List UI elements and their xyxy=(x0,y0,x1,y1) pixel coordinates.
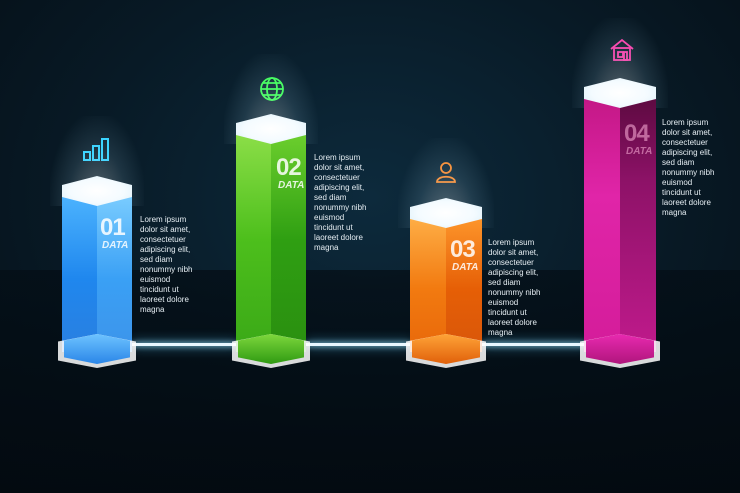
connector-line-1-2 xyxy=(132,343,238,346)
bar-base-inner xyxy=(238,334,304,364)
step-description: Lorem ipsum dolor sit amet, consectetuer… xyxy=(314,153,367,252)
bar-body xyxy=(584,92,656,352)
bar-base-inner xyxy=(412,334,480,364)
step-label: DATA xyxy=(452,262,479,273)
connector-line-2-3 xyxy=(306,343,412,346)
home-icon xyxy=(609,38,635,62)
bar-03: 03 DATA xyxy=(398,138,494,368)
step-number: 04 xyxy=(624,120,650,147)
bar-body xyxy=(410,212,482,352)
step-label: DATA xyxy=(626,146,653,157)
bar-body xyxy=(236,128,306,352)
bar-base-inner xyxy=(64,334,130,364)
bar-02: 02 DATA xyxy=(224,54,318,368)
step-label: DATA xyxy=(102,240,129,251)
step-description: Lorem ipsum dolor sit amet, consectetuer… xyxy=(488,238,541,337)
step-number: 02 xyxy=(276,154,302,181)
bar-base-inner xyxy=(586,334,654,364)
bar-01: 01 DATA xyxy=(50,116,144,368)
connector-line-3-4 xyxy=(482,343,588,346)
step-description: Lorem ipsum dolor sit amet, consectetuer… xyxy=(140,215,193,314)
bar-04: 04 DATA xyxy=(572,18,668,368)
step-label: DATA xyxy=(278,180,305,191)
step-description: Lorem ipsum dolor sit amet, consectetuer… xyxy=(662,118,715,217)
bar-body xyxy=(62,190,132,352)
step-number: 01 xyxy=(100,214,126,241)
bar-chart-icon xyxy=(82,136,112,162)
step-number: 03 xyxy=(450,236,476,263)
globe-icon xyxy=(259,76,285,102)
user-icon xyxy=(435,160,457,184)
